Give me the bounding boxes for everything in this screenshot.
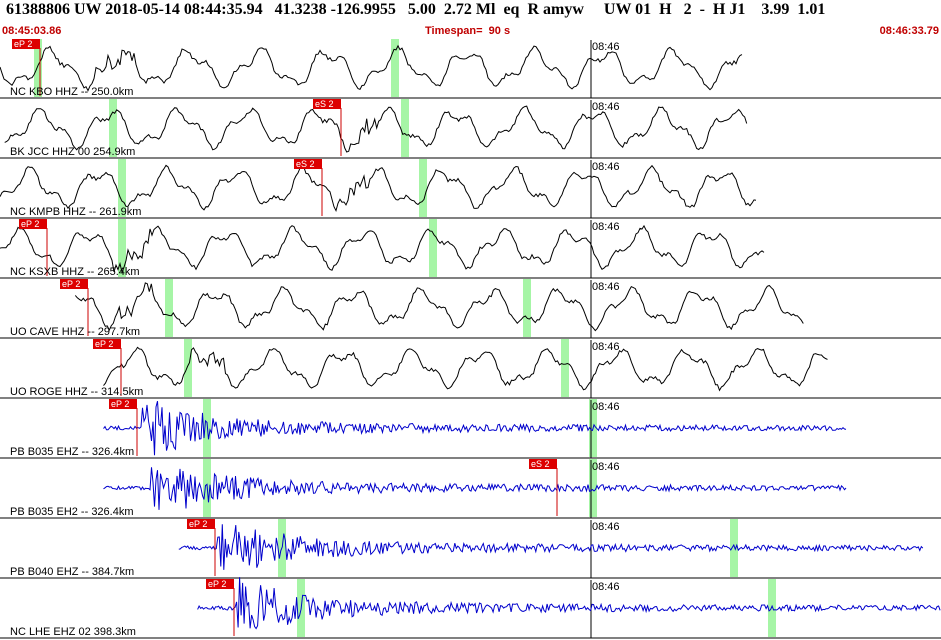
event-header: 61388806 UW 2018-05-14 08:44:35.94 41.32… (0, 0, 941, 38)
minute-label: 08:46 (592, 581, 620, 593)
minute-label: 08:46 (592, 341, 620, 353)
minute-label: 08:46 (592, 401, 620, 413)
pick-flag[interactable] (529, 459, 557, 469)
pick-label: eP 2 (111, 399, 129, 409)
predicted-arrival-marker (768, 579, 776, 637)
pick-label: eP 2 (189, 519, 207, 529)
waveform (4, 105, 748, 153)
trace-row[interactable]: 08:46 eP 2 PB B035 EHZ -- 326.4km (0, 399, 941, 459)
predicted-arrival-marker (730, 519, 738, 577)
pick-flag[interactable] (109, 399, 137, 409)
event-summary-title: 61388806 UW 2018-05-14 08:44:35.94 41.32… (6, 1, 826, 18)
minute-label: 08:46 (592, 281, 620, 293)
predicted-arrival-marker (589, 459, 597, 517)
minute-label: 08:46 (592, 521, 620, 533)
pick-flag[interactable] (294, 159, 322, 169)
pick-label: eS 2 (296, 159, 315, 169)
trace-row[interactable]: 08:46 eS 2 PB B035 EH2 -- 326.4km (0, 459, 941, 519)
minute-label: 08:46 (592, 161, 620, 173)
pick-label: eP 2 (14, 39, 32, 49)
trace-row[interactable]: 08:46 eP 2 PB B040 EHZ -- 384.7km (0, 519, 941, 579)
waveform (178, 524, 924, 570)
predicted-arrival-marker (561, 339, 569, 397)
waveform (74, 282, 804, 332)
predicted-arrival-marker (118, 219, 126, 277)
predicted-arrival-marker (109, 99, 117, 157)
pick-flag[interactable] (19, 219, 47, 229)
predicted-arrival-marker (401, 99, 409, 157)
timespan-label: Timespan= 90 s (425, 25, 511, 37)
waveform (0, 44, 743, 92)
station-label: PB B040 EHZ -- 384.7km (10, 566, 134, 578)
minute-label: 08:46 (592, 461, 620, 473)
pick-label: eS 2 (315, 99, 334, 109)
trace-row[interactable]: 08:46 eS 2 NC KMPB HHZ -- 261.9km (0, 159, 941, 219)
predicted-arrival-marker (419, 159, 427, 217)
minute-label: 08:46 (592, 41, 620, 53)
pick-label: eP 2 (95, 339, 113, 349)
trace-row[interactable]: 08:46 eP 2 UO CAVE HHZ -- 297.7km (0, 279, 941, 339)
predicted-arrival-marker (429, 219, 437, 277)
waveform (103, 346, 828, 392)
trace-panel[interactable]: 08:46 eP 2 NC KBO HHZ -- 250.0km 08:46 eS 2 B… (0, 38, 941, 640)
pick-label: eP 2 (21, 219, 39, 229)
predicted-arrival-marker (391, 39, 399, 97)
waveform (0, 164, 757, 212)
pick-label: eP 2 (208, 579, 226, 589)
waveform (0, 224, 765, 274)
pick-flag[interactable] (93, 339, 121, 349)
station-label: BK JCC HHZ 00 254.9km (10, 146, 135, 158)
predicted-arrival-marker (118, 159, 126, 217)
predicted-arrival-marker (184, 339, 192, 397)
start-time: 08:45:03.86 (2, 25, 62, 37)
trace-row[interactable]: 08:46 eP 2 NC KSXB HHZ -- 265.4km (0, 219, 941, 279)
trace-row[interactable]: 08:46 eS 2 BK JCC HHZ 00 254.9km (0, 99, 941, 159)
trace-row[interactable]: 08:46 eP 2 NC KBO HHZ -- 250.0km (0, 39, 941, 99)
trace-row[interactable]: 08:46 eP 2 UO ROGE HHZ -- 314.5km (0, 339, 941, 399)
station-label: NC KBO HHZ -- 250.0km (10, 86, 133, 98)
pick-flag[interactable] (60, 279, 88, 289)
predicted-arrival-marker (165, 279, 173, 337)
station-label: NC LHE EHZ 02 398.3km (10, 626, 136, 638)
predicted-arrival-marker (34, 39, 42, 97)
pick-flag[interactable] (187, 519, 215, 529)
station-label: UO ROGE HHZ -- 314.5km (10, 386, 143, 398)
pick-label: eS 2 (531, 459, 550, 469)
waveform (103, 467, 847, 510)
station-label: PB B035 EHZ -- 326.4km (10, 446, 134, 458)
station-label: NC KSXB HHZ -- 265.4km (10, 266, 140, 278)
waveform (103, 400, 847, 456)
predicted-arrival-marker (523, 279, 531, 337)
end-time: 08:46:33.79 (879, 25, 939, 37)
waveform (197, 577, 941, 630)
trace-row[interactable]: 08:46 eP 2 NC LHE EHZ 02 398.3km (0, 577, 941, 639)
station-label: UO CAVE HHZ -- 297.7km (10, 326, 140, 338)
station-label: NC KMPB HHZ -- 261.9km (10, 206, 141, 218)
pick-flag[interactable] (313, 99, 341, 109)
minute-label: 08:46 (592, 101, 620, 113)
pick-flag[interactable] (206, 579, 234, 589)
minute-label: 08:46 (592, 221, 620, 233)
pick-label: eP 2 (62, 279, 80, 289)
pick-flag[interactable] (12, 39, 40, 49)
station-label: PB B035 EH2 -- 326.4km (10, 506, 134, 518)
